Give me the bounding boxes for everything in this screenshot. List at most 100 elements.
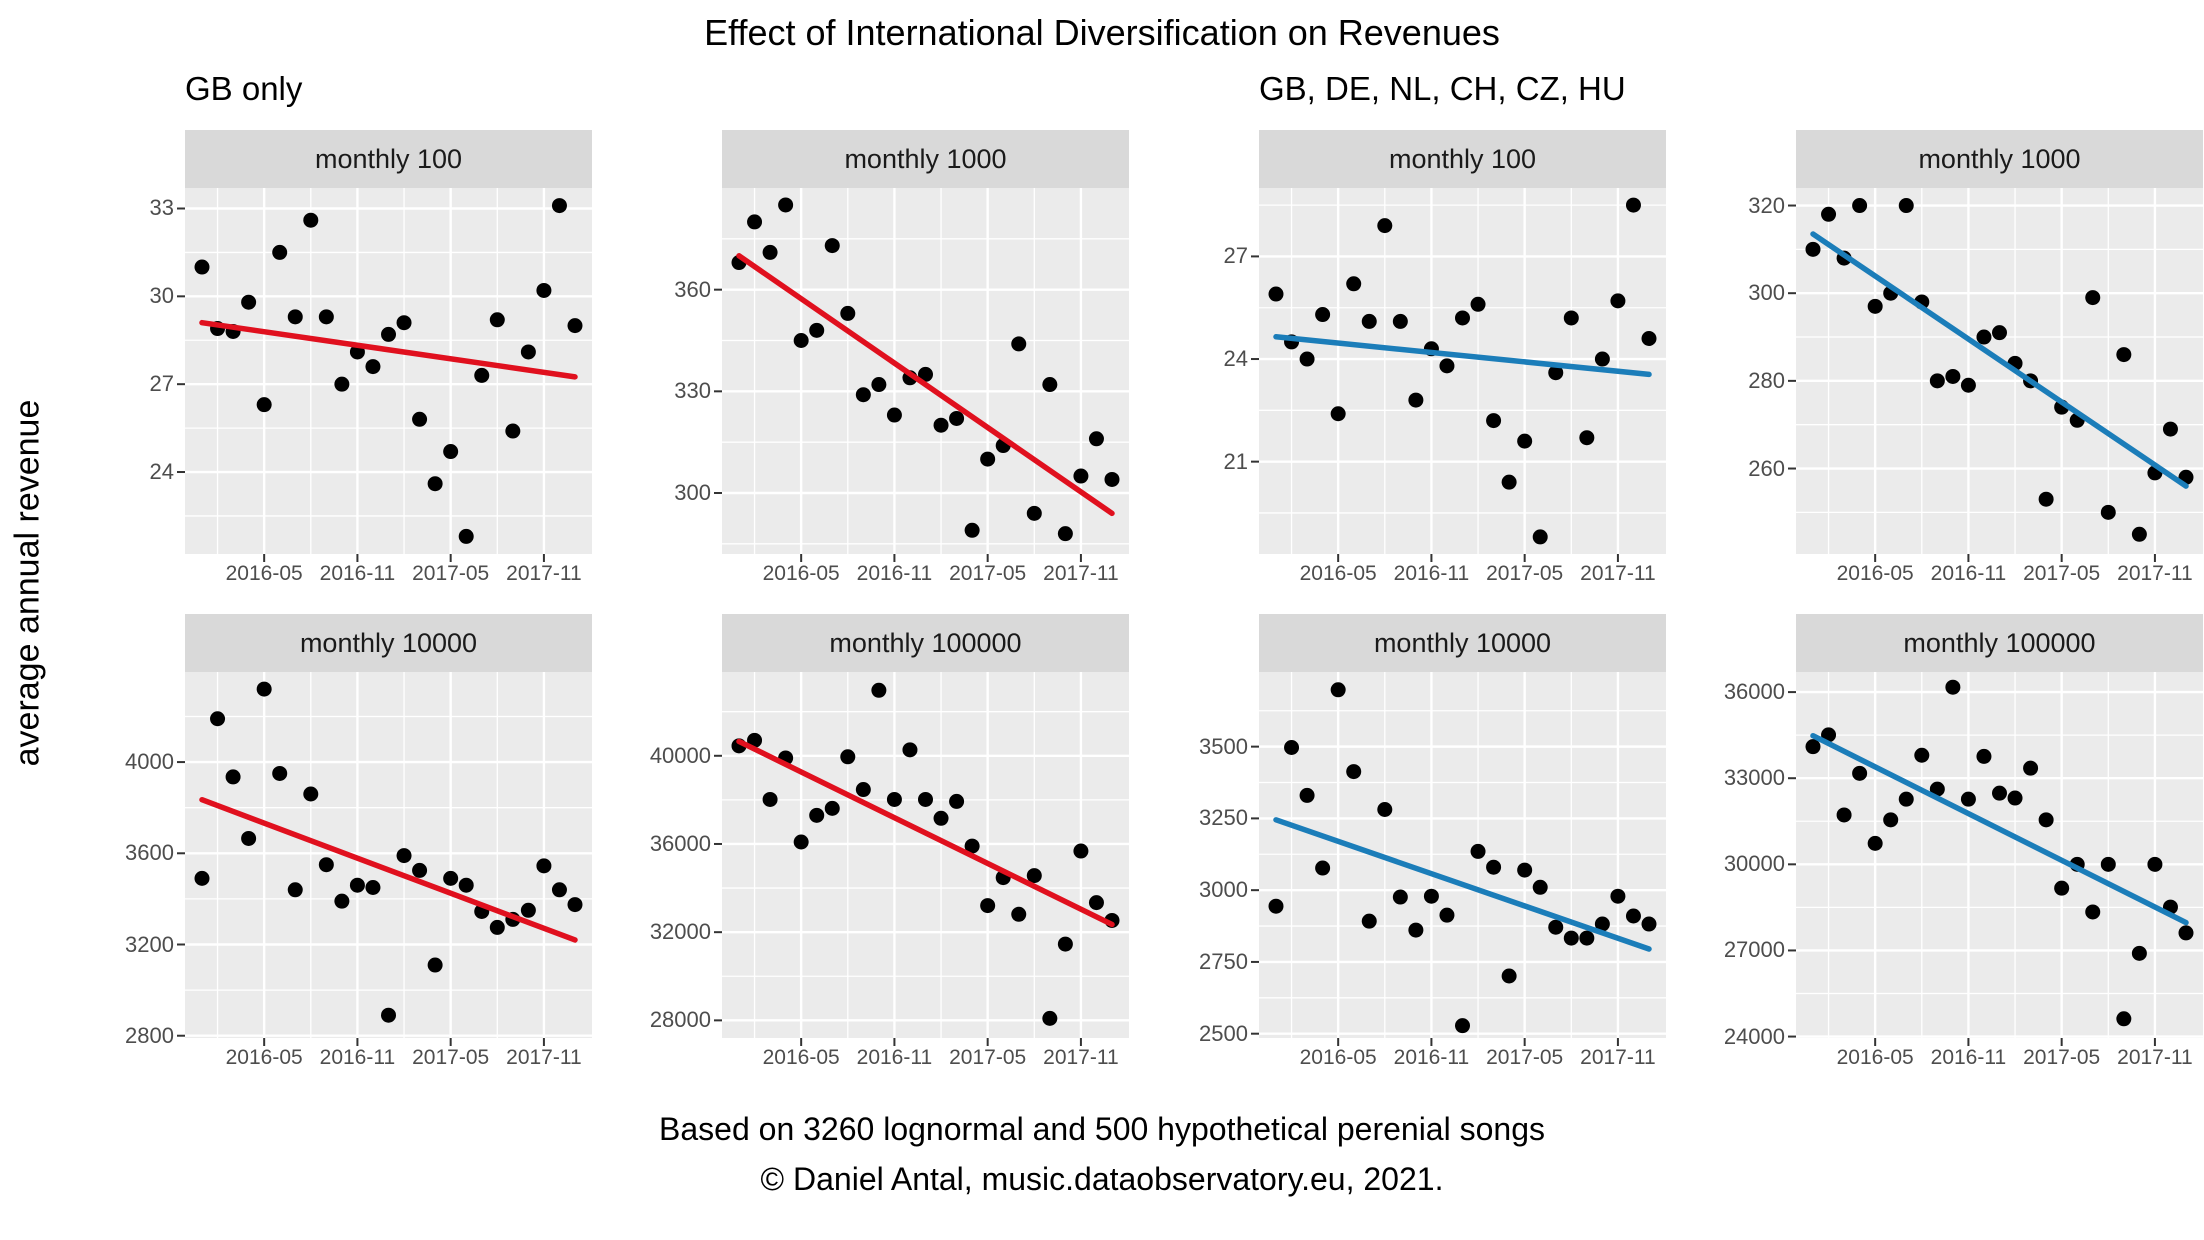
y-tick-label: 4000: [125, 749, 174, 775]
data-point: [918, 791, 933, 807]
y-tick-label: 24: [149, 459, 174, 485]
data-point: [1594, 351, 1610, 367]
y-tick-label: 33000: [1723, 765, 1785, 791]
x-tick-label: 2016-11: [856, 562, 933, 585]
y-tick-label: 27: [1223, 243, 1248, 269]
y-tick-label: 320: [1748, 192, 1785, 218]
x-tick-label: 2016-05: [762, 562, 840, 585]
data-point: [1625, 908, 1641, 924]
points-layer: [731, 682, 1120, 1026]
facet-panel-gb-monthly-100000: monthly 100000 28000 32000 36000 40000 2016-0…: [627, 614, 1129, 1078]
points-layer: [731, 197, 1120, 542]
gridlines-major: [1259, 672, 1666, 1038]
data-point: [1641, 916, 1657, 932]
x-tick-label: 2017-05: [1486, 1046, 1564, 1069]
panel-background: [1796, 672, 2203, 1038]
data-point: [272, 765, 288, 781]
data-point: [1579, 930, 1595, 946]
data-point: [2116, 1011, 2132, 1027]
data-point: [2054, 880, 2070, 896]
data-point: [520, 902, 536, 918]
data-point: [747, 732, 763, 748]
data-point: [871, 377, 887, 393]
data-point: [2038, 812, 2054, 828]
data-point: [1976, 748, 1992, 764]
gridlines-minor: [185, 672, 592, 1038]
data-point: [1945, 679, 1961, 695]
data-point: [318, 857, 334, 873]
data-point: [443, 444, 459, 460]
data-point: [1992, 325, 2007, 341]
data-point: [1392, 313, 1408, 329]
scatter-plot: [1788, 188, 2203, 562]
data-point: [1641, 331, 1657, 347]
x-tick-label: 2016-11: [319, 1046, 396, 1069]
data-point: [747, 214, 763, 230]
data-point: [427, 476, 443, 492]
data-point: [303, 786, 319, 802]
data-point: [256, 681, 272, 697]
data-point: [1330, 406, 1346, 422]
data-point: [824, 238, 840, 254]
data-point: [1501, 968, 1517, 984]
x-tick-label: 2017-11: [2117, 1046, 2193, 1069]
data-point: [980, 451, 996, 467]
data-point: [949, 410, 965, 426]
data-point: [886, 407, 902, 423]
x-tick-label: 2016-05: [225, 1046, 303, 1069]
data-point: [381, 326, 396, 342]
y-tick-label: 40000: [649, 742, 711, 768]
data-point: [2147, 856, 2163, 872]
data-point: [1470, 843, 1486, 859]
data-point: [1594, 916, 1610, 932]
y-tick-label: 3000: [1199, 877, 1248, 903]
data-point: [1011, 906, 1027, 922]
data-point: [489, 919, 505, 935]
data-point: [536, 282, 552, 298]
x-tick-label: 2016-11: [1930, 562, 2007, 585]
data-point: [1299, 351, 1315, 367]
x-tick-label: 2017-05: [412, 562, 490, 585]
scatter-plot: [1788, 672, 2203, 1046]
axis-tick-marks: [1788, 204, 2156, 562]
data-point: [1361, 313, 1377, 329]
data-point: [1026, 505, 1042, 521]
x-tick-label: 2016-11: [319, 562, 396, 585]
y-tick-label: 33: [149, 195, 174, 221]
data-point: [1377, 218, 1393, 234]
data-point: [1423, 888, 1439, 904]
y-tick-label: 300: [674, 480, 711, 505]
x-tick-label: 2017-11: [1580, 1046, 1656, 1069]
data-point: [365, 879, 381, 895]
x-tick-label: 2016-11: [856, 1046, 933, 1069]
scatter-plot: [177, 188, 592, 562]
x-tick-label: 2017-05: [412, 1046, 490, 1069]
chart-title: Effect of International Diversification …: [704, 12, 1500, 53]
data-point: [1392, 889, 1408, 905]
points-layer: [194, 681, 583, 1023]
data-point: [334, 376, 350, 392]
gridlines-minor: [1259, 188, 1666, 554]
data-point: [855, 387, 871, 403]
data-point: [1284, 739, 1300, 755]
data-point: [1377, 802, 1393, 818]
x-tick-label: 2016-05: [1299, 1046, 1377, 1069]
data-point: [1548, 365, 1564, 381]
y-tick-label: 2500: [1199, 1020, 1248, 1046]
data-point: [2007, 790, 2023, 806]
data-point: [2116, 347, 2132, 363]
data-point: [1026, 868, 1042, 884]
facet-panel-intl-monthly-100: monthly 100 21 24 27 2016-05 2016-11 2017-05 20…: [1164, 130, 1666, 594]
gridlines-minor: [1796, 672, 2203, 1038]
data-point: [1011, 336, 1027, 352]
data-point: [918, 366, 933, 382]
y-tick-label: 27: [149, 371, 174, 397]
scatter-plot: [714, 672, 1129, 1046]
data-point: [443, 870, 459, 886]
data-point: [1929, 373, 1945, 389]
data-point: [1315, 860, 1331, 876]
data-point: [1486, 413, 1502, 429]
x-tick-label: 2016-11: [1393, 1046, 1470, 1069]
data-point: [412, 411, 428, 427]
